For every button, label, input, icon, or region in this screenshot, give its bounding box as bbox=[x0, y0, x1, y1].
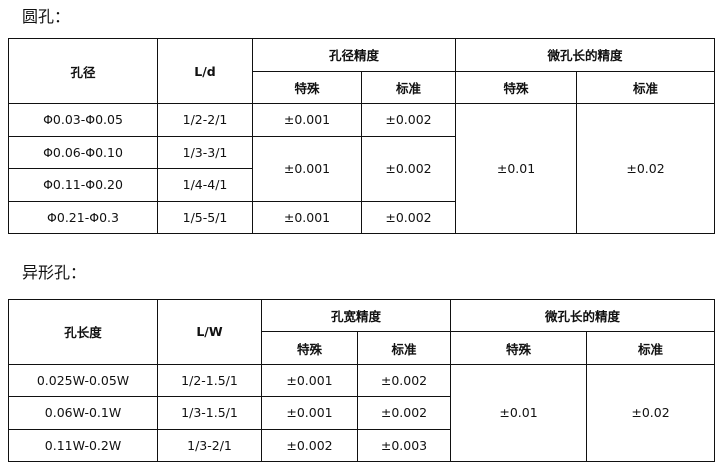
table-row: Φ0.11-Φ0.20 1/4-4/1 bbox=[8, 168, 715, 202]
cell-special: ±0.001 bbox=[252, 135, 362, 202]
header-ratio: L/W bbox=[157, 299, 262, 365]
header-special: 特殊 bbox=[261, 331, 358, 365]
cell-length-special: ±0.01 bbox=[450, 363, 588, 462]
header-length-standard: 标准 bbox=[586, 331, 716, 365]
shaped-hole-table: 孔长度 L/W 孔宽精度 微孔长的精度 特殊 标准 特殊 标准 0.025W-0… bbox=[8, 298, 716, 462]
table-row: 0.06W-0.1W 1/3-1.5/1 ±0.001 ±0.002 bbox=[8, 396, 715, 430]
cell-ratio: 1/2-2/1 bbox=[157, 103, 253, 137]
cell-special: ±0.001 bbox=[252, 103, 362, 137]
header-length-special: 特殊 bbox=[450, 331, 588, 365]
cell-standard: ±0.003 bbox=[356, 428, 452, 462]
cell-length-standard: ±0.02 bbox=[576, 103, 716, 234]
header-ratio: L/d bbox=[157, 38, 253, 104]
cell-ratio: 1/3-1.5/1 bbox=[157, 396, 262, 430]
table-row: 0.025W-0.05W 1/2-1.5/1 ±0.001 ±0.002 ±0.… bbox=[8, 363, 716, 462]
cell-ratio: 1/3-2/1 bbox=[157, 428, 262, 462]
cell-ratio: 1/4-4/1 bbox=[157, 168, 253, 202]
table-row: Φ0.03-Φ0.05 1/2-2/1 ±0.001 ±0.002 ±0.01 … bbox=[8, 103, 716, 234]
cell-ratio: 1/2-1.5/1 bbox=[157, 363, 262, 398]
round-hole-table: 孔径 L/d 孔径精度 微孔长的精度 特殊 标准 特殊 标准 Φ0.03-Φ0.… bbox=[8, 38, 716, 234]
cell-special: ±0.001 bbox=[252, 200, 362, 234]
cell-diameter: Φ0.11-Φ0.20 bbox=[8, 168, 158, 202]
shaped-hole-title: 异形孔： bbox=[22, 263, 87, 282]
header-accuracy: 孔径精度 bbox=[251, 38, 457, 72]
cell-special: ±0.001 bbox=[261, 396, 358, 430]
cell-length: 0.06W-0.1W bbox=[8, 396, 158, 430]
cell-standard: ±0.002 bbox=[360, 135, 457, 202]
table-row: Φ0.21-Φ0.3 1/5-5/1 ±0.001 ±0.002 bbox=[8, 200, 715, 234]
cell-standard: ±0.002 bbox=[356, 396, 452, 430]
cell-length: 0.11W-0.2W bbox=[8, 428, 158, 462]
cell-special: ±0.001 bbox=[261, 363, 358, 398]
cell-diameter: Φ0.06-Φ0.10 bbox=[8, 135, 158, 169]
cell-diameter: Φ0.21-Φ0.3 bbox=[8, 200, 158, 234]
cell-diameter: Φ0.03-Φ0.05 bbox=[8, 103, 158, 137]
table-row: Φ0.06-Φ0.10 1/3-3/1 ±0.001 ±0.002 bbox=[8, 135, 715, 202]
header-diameter: 孔径 bbox=[8, 38, 158, 104]
table-row: 0.11W-0.2W 1/3-2/1 ±0.002 ±0.003 bbox=[8, 428, 715, 462]
cell-standard: ±0.002 bbox=[360, 200, 457, 234]
cell-length: 0.025W-0.05W bbox=[8, 363, 158, 398]
header-standard: 标准 bbox=[360, 70, 457, 104]
header-length-standard: 标准 bbox=[576, 70, 716, 104]
header-length-accuracy: 微孔长的精度 bbox=[450, 298, 716, 333]
header-length: 孔长度 bbox=[8, 299, 158, 365]
header-accuracy: 孔宽精度 bbox=[260, 298, 452, 333]
cell-ratio: 1/3-3/1 bbox=[157, 135, 253, 169]
cell-standard: ±0.002 bbox=[356, 363, 452, 398]
cell-length-standard: ±0.02 bbox=[586, 363, 716, 462]
header-length-special: 特殊 bbox=[455, 70, 578, 104]
round-hole-title: 圆孔： bbox=[22, 7, 71, 26]
header-special: 特殊 bbox=[252, 70, 362, 104]
cell-standard: ±0.002 bbox=[360, 103, 457, 137]
cell-length-special: ±0.01 bbox=[455, 103, 578, 234]
header-length-accuracy: 微孔长的精度 bbox=[455, 38, 716, 72]
cell-ratio: 1/5-5/1 bbox=[157, 200, 253, 234]
header-standard: 标准 bbox=[356, 331, 452, 365]
cell-special: ±0.002 bbox=[261, 428, 358, 462]
